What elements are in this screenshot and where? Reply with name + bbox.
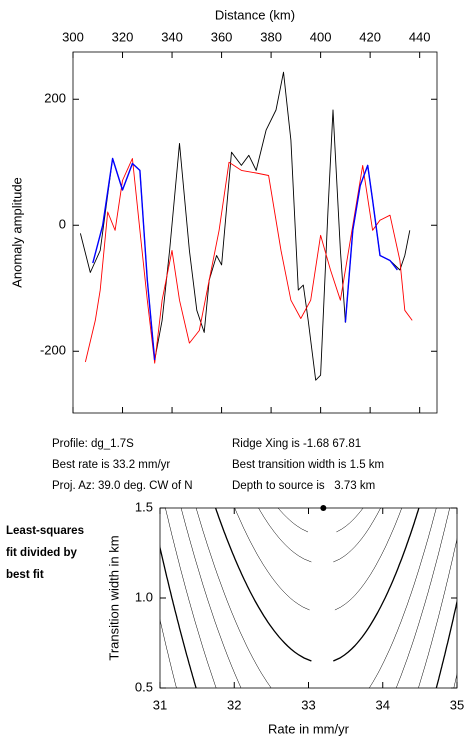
y-tick-label: -200 (40, 343, 66, 358)
y-tick-label: 200 (44, 91, 66, 106)
contour-line (195, 508, 272, 688)
contour-line (160, 618, 177, 688)
info-text: Ridge Xing is -1.68 67.81 (232, 438, 361, 450)
info-text: Profile: dg_1.7S (52, 438, 134, 450)
sidebar-label: fit divided by (6, 547, 78, 559)
x-axis-label: Distance (km) (215, 7, 295, 22)
sidebar-label: Least-squares (6, 525, 84, 537)
x-tick-label: 320 (112, 29, 134, 44)
x-tick-label: 440 (409, 29, 431, 44)
x-tick-label: 400 (310, 29, 332, 44)
info-text: Best transition width is 1.5 km (232, 459, 384, 471)
x-tick-label: 420 (359, 29, 381, 44)
y-tick-label: 0 (59, 217, 66, 232)
plot-frame (72, 51, 438, 414)
info-text: Best rate is 33.2 mm/yr (52, 459, 170, 471)
contour-line (180, 508, 242, 688)
x-tick-label: 35 (450, 697, 464, 712)
contour-line (277, 508, 309, 533)
x-tick-label: 31 (153, 697, 167, 712)
x-tick-label: 32 (227, 697, 241, 712)
contour-line (395, 508, 450, 688)
y-axis-label: Transition width in km (106, 535, 121, 660)
contour-line (165, 508, 217, 688)
x-tick-label: 360 (211, 29, 233, 44)
x-axis-label: Rate in mm/yr (268, 721, 350, 736)
data-line (79, 71, 411, 381)
x-tick-label: 340 (161, 29, 183, 44)
contour-line (214, 508, 312, 662)
y-tick-label: 1.5 (135, 499, 153, 514)
sidebar-label: best fit (6, 569, 44, 581)
x-tick-label: 33 (301, 697, 315, 712)
x-tick-label: 300 (62, 29, 84, 44)
x-tick-label: 34 (376, 697, 390, 712)
data-line (84, 158, 413, 364)
contour-line (369, 508, 437, 688)
contour-group (80, 508, 457, 688)
contour-line (258, 508, 312, 563)
contour-line (333, 508, 420, 662)
x-tick-label: 380 (260, 29, 282, 44)
contour-line (435, 598, 457, 688)
contour-line (234, 508, 310, 611)
info-text: Depth to source is 3.73 km (232, 480, 375, 492)
data-line (92, 157, 398, 361)
contour-line (334, 508, 403, 611)
contour-line (336, 508, 364, 533)
y-tick-label: 1.0 (135, 589, 153, 604)
best-fit-point (320, 505, 327, 511)
contour-line (160, 544, 197, 688)
y-tick-label: 0.5 (135, 679, 153, 694)
info-text: Proj. Az: 39.0 deg. CW of N (52, 480, 193, 492)
contour-line (333, 508, 381, 563)
y-axis-label: Anomaly amplitude (9, 177, 24, 288)
contour-line (80, 508, 109, 688)
contour-line (418, 537, 457, 688)
